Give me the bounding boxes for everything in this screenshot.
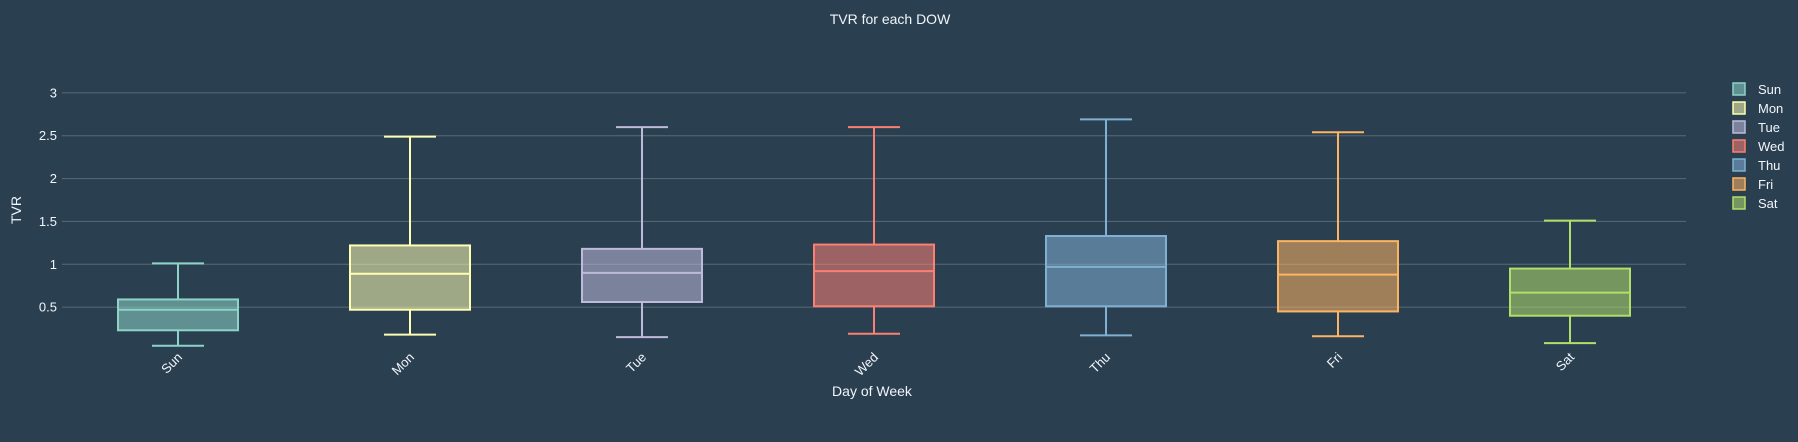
y-axis-title: TVR bbox=[8, 196, 24, 224]
box-fri[interactable] bbox=[1277, 131, 1399, 338]
legend-label: Wed bbox=[1758, 139, 1785, 154]
legend-swatch bbox=[1732, 101, 1746, 115]
legend-item-tue[interactable]: Tue bbox=[1732, 120, 1780, 135]
box-tue[interactable] bbox=[581, 126, 703, 339]
y-tick-label: 1.5 bbox=[39, 214, 57, 229]
box-thu[interactable] bbox=[1045, 118, 1167, 337]
legend-item-thu[interactable]: Thu bbox=[1732, 158, 1780, 173]
x-tick-label: Mon bbox=[389, 350, 417, 378]
legend-swatch bbox=[1732, 139, 1746, 153]
legend-swatch bbox=[1732, 82, 1746, 96]
iqr-box bbox=[1045, 235, 1167, 308]
x-axis-title: Day of Week bbox=[832, 383, 913, 399]
box-sat[interactable] bbox=[1509, 219, 1631, 345]
iqr-box bbox=[117, 298, 239, 332]
legend-label: Sun bbox=[1758, 82, 1781, 97]
x-tick-label: Wed bbox=[852, 350, 881, 379]
x-axis-ticks: Sun Mon Tue Wed Thu Fri Sat bbox=[158, 349, 1577, 379]
legend-item-mon[interactable]: Mon bbox=[1732, 101, 1783, 116]
y-tick-label: 1 bbox=[50, 257, 57, 272]
y-tick-label: 2 bbox=[50, 171, 57, 186]
x-tick-label: Sat bbox=[1553, 349, 1578, 374]
x-tick-label: Tue bbox=[623, 350, 649, 376]
box-series bbox=[117, 118, 1631, 347]
iqr-box bbox=[813, 243, 935, 308]
legend-swatch bbox=[1732, 120, 1746, 134]
x-tick-label: Thu bbox=[1087, 350, 1113, 376]
legend-swatch bbox=[1732, 177, 1746, 191]
x-tick-label: Sun bbox=[158, 350, 185, 377]
chart-title: TVR for each DOW bbox=[830, 11, 951, 27]
box-mon[interactable] bbox=[349, 135, 471, 336]
x-tick-label: Fri bbox=[1324, 349, 1345, 370]
y-axis-ticks: 0.5 1 1.5 2 2.5 3 bbox=[39, 85, 57, 314]
box-sun[interactable] bbox=[117, 262, 239, 347]
legend-item-sat[interactable]: Sat bbox=[1732, 196, 1778, 211]
iqr-box bbox=[1277, 240, 1399, 313]
legend-label: Mon bbox=[1758, 101, 1783, 116]
legend-item-fri[interactable]: Fri bbox=[1732, 177, 1773, 192]
legend[interactable]: Sun Mon Tue Wed Thu Fri Sat bbox=[1732, 82, 1785, 211]
legend-swatch bbox=[1732, 158, 1746, 172]
iqr-box bbox=[581, 247, 703, 304]
legend-label: Fri bbox=[1758, 177, 1773, 192]
box-wed[interactable] bbox=[813, 126, 935, 335]
y-tick-label: 2.5 bbox=[39, 128, 57, 143]
iqr-box bbox=[349, 244, 471, 311]
legend-item-sun[interactable]: Sun bbox=[1732, 82, 1781, 97]
legend-label: Thu bbox=[1758, 158, 1780, 173]
legend-item-wed[interactable]: Wed bbox=[1732, 139, 1785, 154]
legend-label: Sat bbox=[1758, 196, 1778, 211]
legend-swatch bbox=[1732, 196, 1746, 210]
legend-label: Tue bbox=[1758, 120, 1780, 135]
y-tick-label: 0.5 bbox=[39, 300, 57, 315]
y-tick-label: 3 bbox=[50, 85, 57, 100]
